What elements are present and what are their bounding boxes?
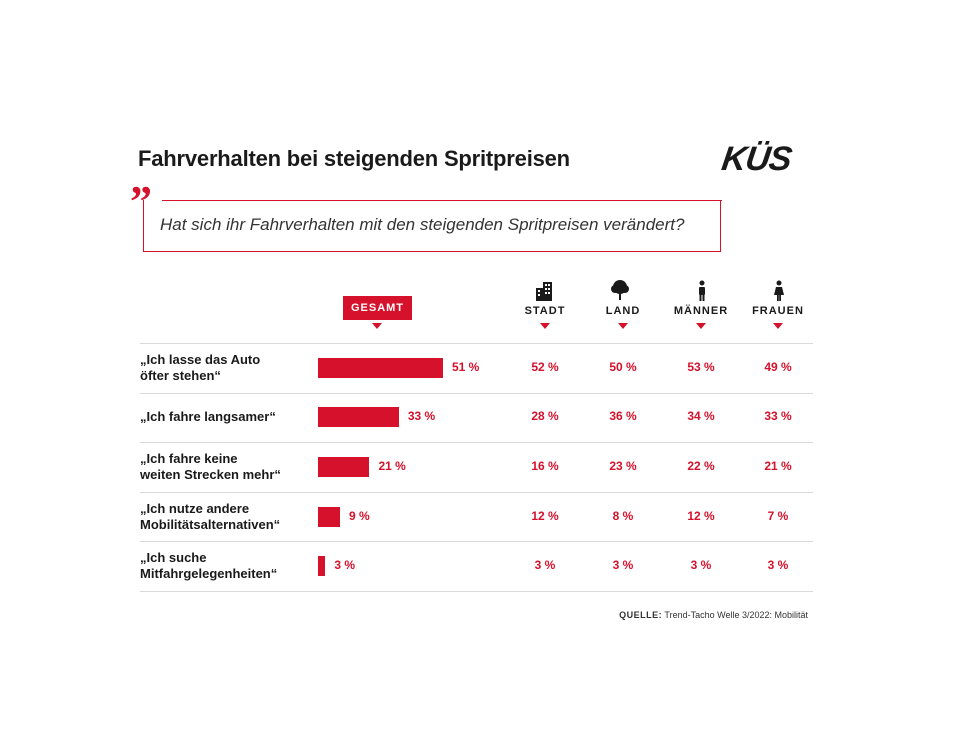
cell-stadt-0: 52 % [531, 359, 559, 374]
male-person-icon [699, 280, 705, 301]
column-header-maenner: MÄNNER [673, 305, 729, 317]
source-text: Trend-Tacho Welle 3/2022: Mobilität [664, 610, 808, 620]
row-divider [140, 392, 813, 394]
stadt-arrow-icon [540, 323, 550, 329]
gesamt-bar-1 [318, 407, 399, 428]
tree-icon [611, 280, 629, 300]
gesamt-bar-4 [318, 556, 326, 577]
row-divider [140, 491, 813, 493]
cell-frauen-3: 7 % [767, 508, 789, 523]
row-label-line: öfter stehen“ [140, 367, 221, 383]
gesamt-bar-3 [318, 506, 341, 527]
cell-land-1: 36 % [609, 409, 637, 424]
row-divider [140, 591, 813, 592]
kues-logo: KÜS [719, 140, 794, 178]
column-header-gesamt: GESAMT [343, 296, 412, 320]
row-label-0: „Ich lasse das Auto öfter stehen“ [140, 352, 260, 384]
column-header-land: LAND [605, 305, 641, 317]
cell-männer-0: 53 % [687, 359, 715, 374]
source-label: QUELLE: [619, 610, 663, 620]
row-divider [140, 442, 813, 444]
row-label-line: „Ich nutze andere [140, 500, 250, 516]
cell-frauen-1: 33 % [764, 409, 792, 424]
gesamt-bar-label-4: 3 % [334, 558, 356, 573]
gesamt-bar-label-2: 21 % [378, 459, 406, 473]
cell-stadt-1: 28 % [531, 409, 559, 424]
row-label-2: „Ich fahre keine weiten Strecken mehr“ [140, 451, 281, 483]
row-label-line: Mitfahrgelegenheiten“ [140, 566, 278, 582]
frauen-arrow-icon [773, 323, 783, 329]
column-header-stadt: STADT [524, 305, 566, 317]
row-label-3: „Ich nutze andere Mobilitätsalternativen“ [140, 501, 280, 533]
gesamt-bar-0 [318, 357, 443, 378]
gesamt-bar-2 [318, 457, 370, 477]
row-divider [140, 541, 813, 543]
cell-stadt-3: 12 % [531, 508, 559, 523]
female-person-icon [774, 280, 784, 301]
row-divider [140, 343, 813, 344]
row-label-line: Mobilitätsalternativen“ [140, 516, 281, 532]
maenner-arrow-icon [696, 323, 706, 329]
gesamt-bar-label-0: 51 % [452, 359, 480, 374]
survey-question: Hat sich ihr Fahrverhalten mit den steig… [160, 215, 685, 234]
cell-stadt-2: 16 % [531, 459, 559, 473]
row-label-line: „Ich fahre langsamer“ [140, 409, 276, 425]
row-label-line: „Ich fahre keine [140, 451, 238, 466]
cell-land-3: 8 % [612, 508, 634, 523]
quote-mark-icon: ” [130, 177, 152, 226]
source-note: QUELLE: Trend-Tacho Welle 3/2022: Mobili… [619, 610, 808, 620]
question-box [143, 200, 722, 252]
row-label-line: weiten Strecken mehr“ [140, 467, 281, 482]
cell-männer-3: 12 % [687, 508, 715, 523]
cell-land-2: 23 % [609, 459, 637, 473]
cell-männer-2: 22 % [687, 459, 715, 473]
cell-land-4: 3 % [612, 558, 634, 573]
city-buildings-icon [536, 282, 552, 301]
gesamt-bar-label-1: 33 % [407, 409, 436, 424]
row-label-4: „Ich suche Mitfahrgelegenheiten“ [140, 550, 277, 582]
land-arrow-icon [618, 323, 628, 329]
gesamt-bar-label-3: 9 % [349, 508, 370, 523]
gesamt-arrow-icon [372, 323, 382, 329]
cell-männer-1: 34 % [687, 409, 715, 424]
cell-stadt-4: 3 % [534, 558, 556, 573]
column-header-frauen: FRAUEN [752, 305, 804, 317]
cell-frauen-0: 49 % [764, 359, 792, 374]
chart-title: Fahrverhalten bei steigenden Spritpreise… [138, 146, 570, 171]
cell-frauen-2: 21 % [764, 459, 792, 473]
row-label-1: „Ich fahre langsamer“ [140, 409, 276, 425]
row-label-line: „Ich suche [140, 550, 207, 566]
cell-frauen-4: 3 % [767, 558, 789, 573]
cell-männer-4: 3 % [690, 558, 712, 573]
row-label-line: „Ich lasse das Auto [140, 351, 261, 367]
cell-land-0: 50 % [609, 359, 637, 374]
